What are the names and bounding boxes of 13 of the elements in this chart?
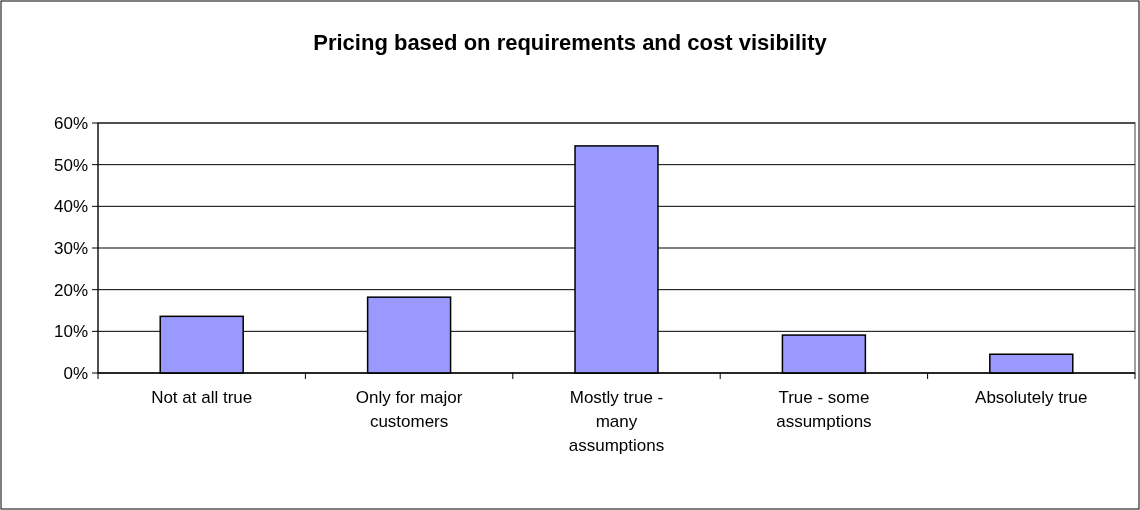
y-tick-label: 20% (53, 280, 88, 300)
x-tick-label: Mostly true - many assumptions (568, 388, 665, 455)
x-tick-label: Not at all true (151, 388, 253, 407)
chart-title: Pricing based on requirements and cost visibility (313, 30, 828, 55)
x-tick-label: Only for major customers (355, 388, 463, 431)
y-tick-label: 10% (53, 322, 88, 342)
y-tick-label: 60% (53, 113, 88, 133)
y-tick-label: 30% (53, 238, 88, 258)
x-tick-label: True - some assumptions (776, 388, 872, 431)
y-tick-label: 40% (53, 197, 88, 217)
y-tick-label: 50% (53, 155, 88, 175)
y-tick-label: 0% (63, 363, 88, 383)
x-tick-label: Absolutely true (975, 388, 1088, 407)
